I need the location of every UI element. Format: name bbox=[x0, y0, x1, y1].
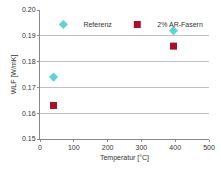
svg-text:0.16: 0.16 bbox=[22, 110, 36, 117]
svg-text:Referenz: Referenz bbox=[83, 21, 112, 28]
svg-text:0.20: 0.20 bbox=[22, 6, 36, 13]
svg-text:WLF [W/mK]: WLF [W/mK] bbox=[10, 55, 18, 95]
svg-text:400: 400 bbox=[169, 144, 181, 151]
svg-text:0.15: 0.15 bbox=[22, 135, 36, 142]
svg-text:300: 300 bbox=[136, 144, 148, 151]
svg-text:0: 0 bbox=[38, 144, 42, 151]
svg-text:0.19: 0.19 bbox=[22, 32, 36, 39]
svg-text:100: 100 bbox=[68, 144, 80, 151]
svg-text:Temperatur [°C]: Temperatur [°C] bbox=[100, 154, 149, 162]
svg-text:500: 500 bbox=[203, 144, 215, 151]
svg-text:0.17: 0.17 bbox=[22, 84, 36, 91]
svg-text:2% AR-Fasern: 2% AR-Fasern bbox=[157, 21, 203, 28]
svg-text:200: 200 bbox=[102, 144, 114, 151]
svg-text:0.18: 0.18 bbox=[22, 58, 36, 65]
